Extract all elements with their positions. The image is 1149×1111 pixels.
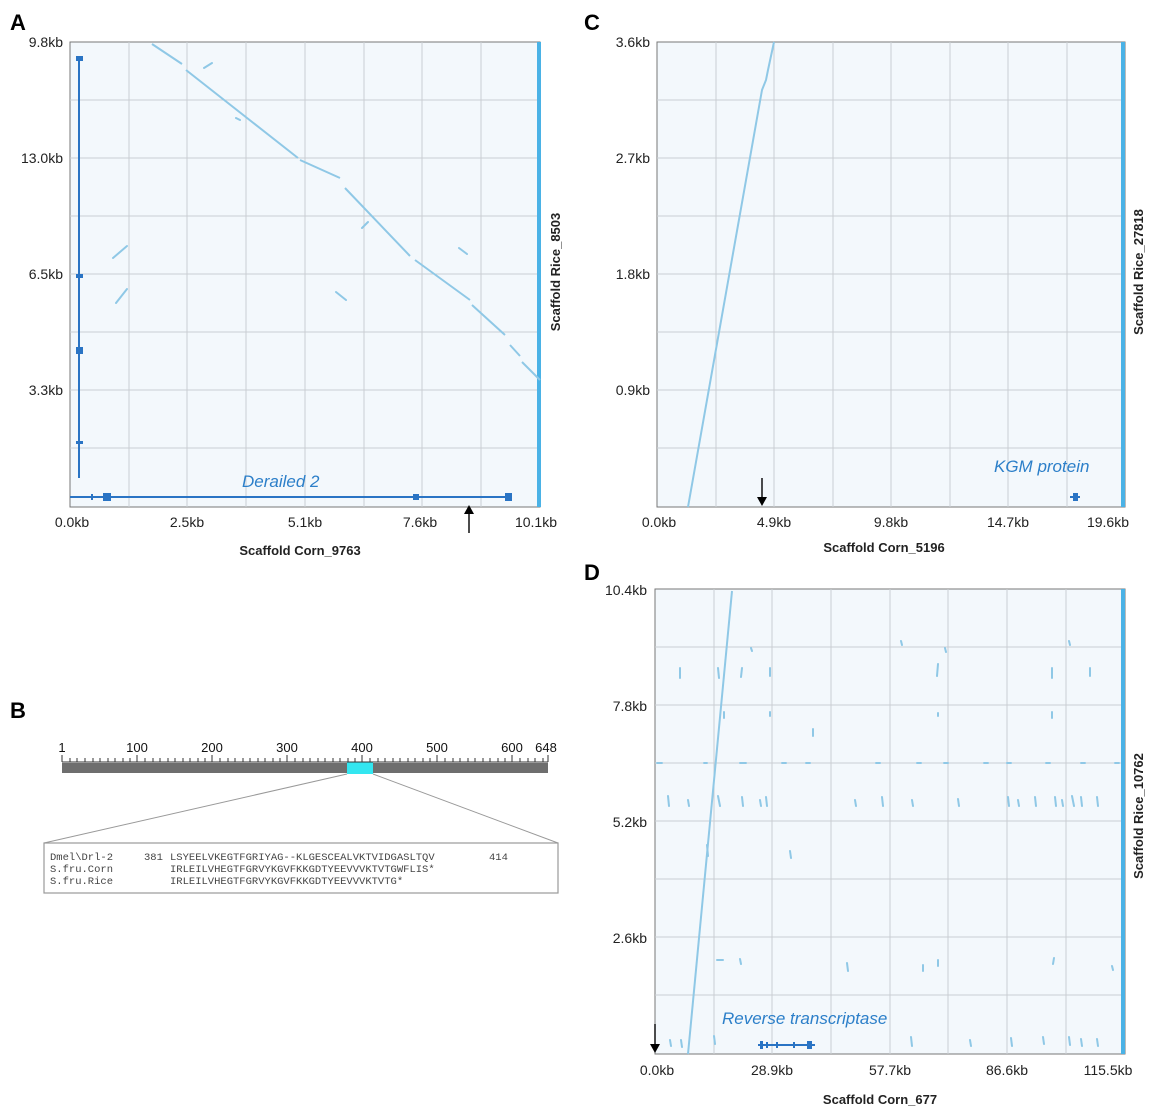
panel-d-x-tick-labels: 0.0kb 28.9kb 57.7kb 86.6kb 115.5kb (640, 1062, 1133, 1078)
panel-a-grid (70, 42, 540, 507)
panel-c-x-axis-title: Scaffold Corn_5196 (823, 540, 944, 555)
panel-a-edge-bar (537, 42, 541, 507)
panel-d-gene-model (758, 1041, 815, 1049)
scale-label: 648 (535, 740, 557, 755)
panel-b-letter: B (10, 698, 26, 723)
panel-a-x-axis-title: Scaffold Corn_9763 (239, 543, 360, 558)
zoom-connector-lines (43, 773, 559, 844)
x-tick-label: 5.1kb (288, 514, 322, 530)
y-tick-label: 3.6kb (616, 34, 650, 50)
panel-c-x-tick-labels: 0.0kb 4.9kb 9.8kb 14.7kb 19.6kb (642, 514, 1129, 530)
scale-label: 500 (426, 740, 448, 755)
panel-c-edge-bar (1121, 42, 1125, 507)
panel-a-arrow (464, 505, 474, 533)
alignment-rows: Dmel\Drl-2 381 LSYEELVKEGTFGRIYAG--KLGES… (50, 852, 508, 888)
y-tick-label: 2.6kb (613, 930, 647, 946)
x-tick-label: 4.9kb (757, 514, 791, 530)
x-tick-label: 9.8kb (874, 514, 908, 530)
y-tick-label: 3.3kb (29, 382, 63, 398)
panel-d-synteny-line (687, 590, 733, 1055)
panel-d-grid (655, 589, 1125, 1054)
y-tick-label: 10.4kb (605, 582, 647, 598)
scale-label: 200 (201, 740, 223, 755)
panel-d-edge-bar (1121, 589, 1125, 1054)
y-tick-label: 9.8kb (29, 34, 63, 50)
x-tick-label: 0.0kb (642, 514, 676, 530)
alignment-row-name: S.fru.Rice (50, 876, 113, 888)
scale-labels: 1 100 200 300 400 500 600 648 (58, 740, 556, 755)
protein-bar (62, 763, 548, 773)
panel-d-gene-label: Reverse transcriptase (722, 1009, 887, 1028)
panel-a-gene-model (70, 56, 512, 501)
x-tick-label: 0.0kb (640, 1062, 674, 1078)
panel-d: D Re (584, 560, 1146, 1107)
alignment-box (43, 842, 559, 894)
alignment-row-sequence: IRLEILVHEGTFGRVYKGVFKKGDTYEEVVVKTVTG* (170, 876, 403, 888)
scale-label: 600 (501, 740, 523, 755)
alignment-row-sequence: IRLEILVHEGTFGRVYKGVFKKGDTYEEVVVKTVTGWFLI… (170, 864, 435, 876)
panel-d-y-axis-title: Scaffold Rice_10762 (1131, 753, 1146, 879)
panel-c: C KGM protein (584, 10, 1146, 555)
panel-c-grid (657, 42, 1125, 507)
panel-d-letter: D (584, 560, 600, 585)
panel-d-dots (656, 640, 1120, 1048)
panel-a-gene-label: Derailed 2 (242, 472, 320, 491)
alignment-row-sequence: LSYEELVKEGTFGRIYAG--KLGESCEALVKTVIDGASLT… (170, 852, 435, 864)
panel-a-y-tick-labels: 9.8kb 13.0kb 6.5kb 3.3kb (21, 34, 63, 398)
scale-label: 400 (351, 740, 373, 755)
panel-c-letter: C (584, 10, 600, 35)
alignment-row-name: Dmel\Drl-2 (50, 852, 113, 864)
x-tick-label: 2.5kb (170, 514, 204, 530)
panel-c-gene-label: KGM protein (994, 457, 1089, 476)
panel-c-y-axis-title: Scaffold Rice_27818 (1131, 209, 1146, 335)
x-tick-label: 14.7kb (987, 514, 1029, 530)
y-tick-label: 1.8kb (616, 266, 650, 282)
panel-d-arrow (650, 1024, 660, 1053)
panel-a-x-tick-labels: 0.0kb 2.5kb 5.1kb 7.6kb 10.1kb (55, 514, 557, 530)
scale-label: 100 (126, 740, 148, 755)
panel-b: B (10, 698, 559, 894)
panel-d-y-tick-labels: 10.4kb 7.8kb 5.2kb 2.6kb (605, 582, 647, 946)
panel-a-y-axis-title: Scaffold Rice_8503 (548, 213, 563, 332)
y-tick-label: 2.7kb (616, 150, 650, 166)
panel-c-gene-model (1070, 493, 1080, 501)
alignment-row-end: 414 (489, 852, 508, 864)
scale-label: 1 (58, 740, 65, 755)
panel-c-y-tick-labels: 3.6kb 2.7kb 1.8kb 0.9kb (616, 34, 650, 398)
y-tick-label: 7.8kb (613, 698, 647, 714)
y-tick-label: 13.0kb (21, 150, 63, 166)
protein-highlight-region (347, 762, 373, 774)
alignment-row-name: S.fru.Corn (50, 864, 113, 876)
x-tick-label: 10.1kb (515, 514, 557, 530)
panel-c-arrow (757, 478, 767, 506)
panel-a-dots (112, 43, 541, 381)
x-tick-label: 115.5kb (1084, 1062, 1133, 1078)
x-tick-label: 57.7kb (869, 1062, 911, 1078)
x-tick-label: 86.6kb (986, 1062, 1028, 1078)
x-tick-label: 28.9kb (751, 1062, 793, 1078)
x-tick-label: 0.0kb (55, 514, 89, 530)
panel-c-synteny-line (687, 41, 775, 508)
y-tick-label: 6.5kb (29, 266, 63, 282)
scale-label: 300 (276, 740, 298, 755)
y-tick-label: 5.2kb (613, 814, 647, 830)
scale-ticks (61, 755, 549, 762)
x-tick-label: 7.6kb (403, 514, 437, 530)
panel-d-x-axis-title: Scaffold Corn_677 (823, 1092, 937, 1107)
y-tick-label: 0.9kb (616, 382, 650, 398)
panel-a: A (10, 10, 563, 558)
x-tick-label: 19.6kb (1087, 514, 1129, 530)
alignment-row-start: 381 (144, 852, 163, 864)
panel-a-letter: A (10, 10, 26, 35)
